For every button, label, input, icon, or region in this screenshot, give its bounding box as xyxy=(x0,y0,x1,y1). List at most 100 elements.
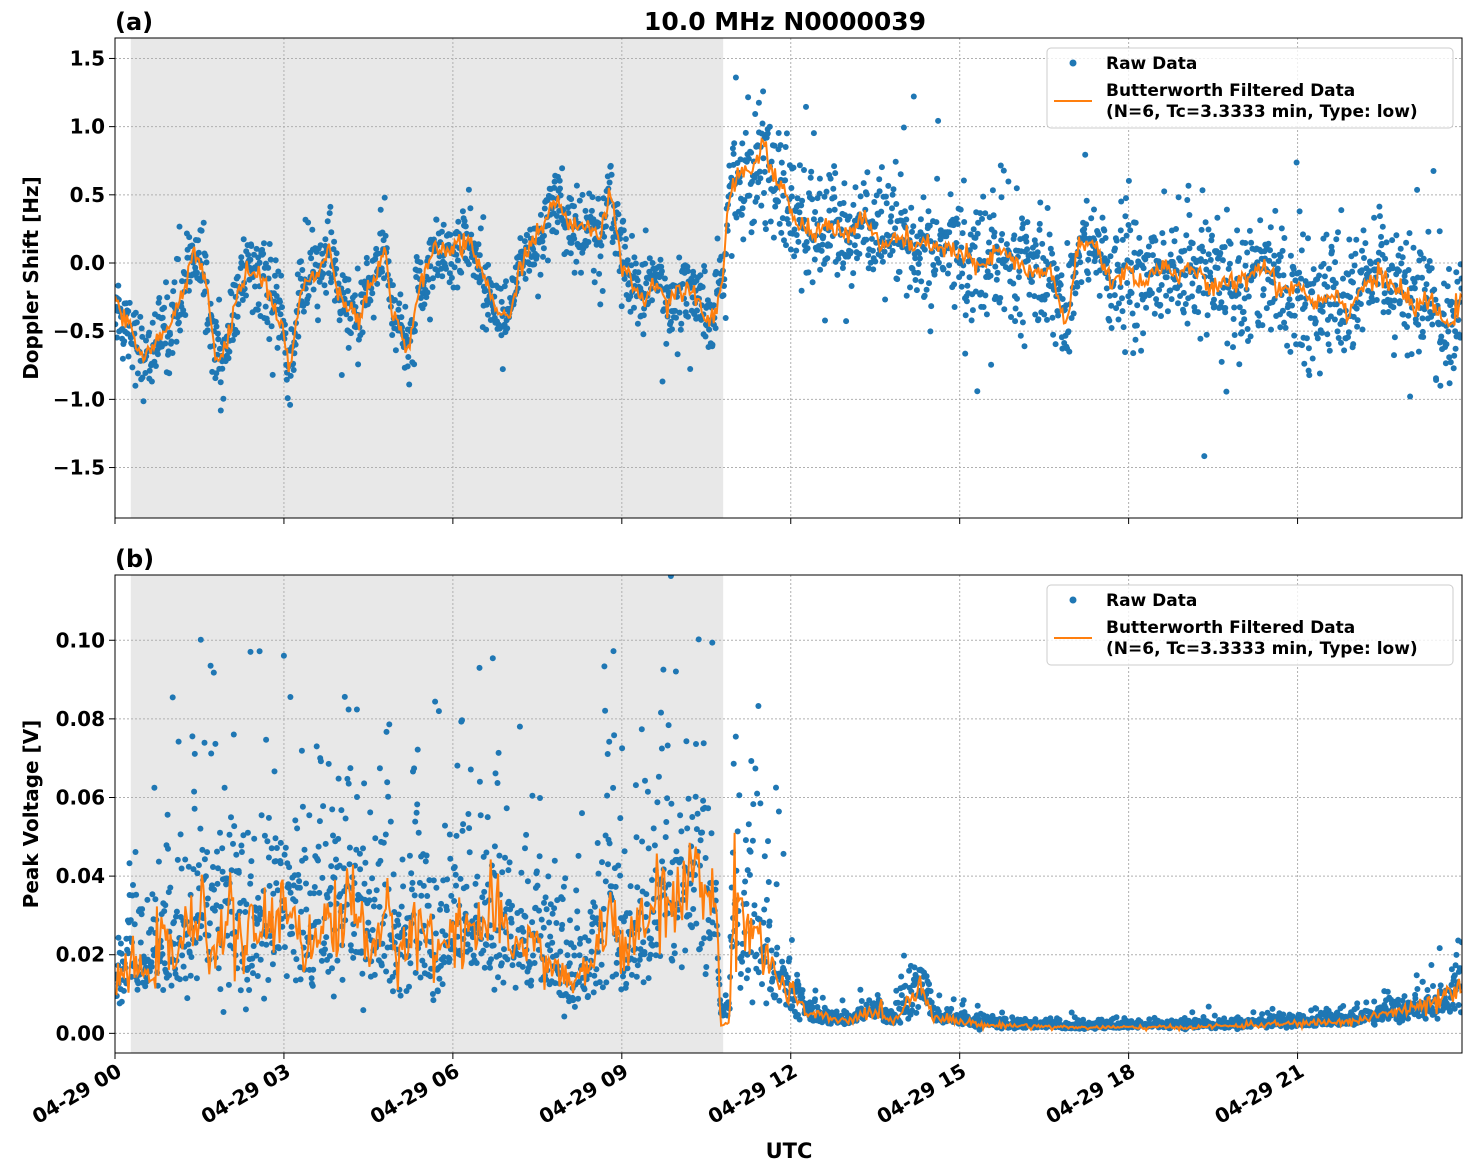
raw-point xyxy=(1104,285,1110,291)
raw-point xyxy=(427,317,433,323)
raw-point xyxy=(147,368,153,374)
raw-point xyxy=(497,952,503,958)
raw-point xyxy=(135,987,141,993)
raw-point xyxy=(1182,272,1188,278)
panel-label: (a) xyxy=(115,8,153,36)
raw-point xyxy=(769,159,775,165)
raw-point xyxy=(812,996,818,1002)
raw-point xyxy=(739,140,745,146)
raw-point xyxy=(346,277,352,283)
raw-point xyxy=(1448,359,1454,365)
raw-point xyxy=(480,948,486,954)
raw-point xyxy=(1271,253,1277,259)
raw-point xyxy=(318,758,324,764)
raw-point xyxy=(182,857,188,863)
raw-point xyxy=(1453,269,1459,275)
raw-point xyxy=(873,221,879,227)
raw-point xyxy=(818,217,824,223)
raw-point xyxy=(1266,241,1272,247)
raw-point xyxy=(133,310,139,316)
raw-point xyxy=(447,856,453,862)
raw-point xyxy=(750,838,756,844)
raw-point xyxy=(1114,1014,1120,1020)
raw-point xyxy=(916,250,922,256)
raw-point xyxy=(174,909,180,915)
raw-point xyxy=(1340,276,1346,282)
raw-point xyxy=(412,892,418,898)
raw-point xyxy=(709,830,715,836)
raw-point xyxy=(400,857,406,863)
raw-point xyxy=(559,922,565,928)
raw-point xyxy=(632,957,638,963)
raw-point xyxy=(495,780,501,786)
raw-point xyxy=(196,250,202,256)
raw-point xyxy=(454,833,460,839)
raw-point xyxy=(1189,1009,1195,1015)
raw-point xyxy=(499,299,505,305)
raw-point xyxy=(1324,232,1330,238)
raw-point xyxy=(315,858,321,864)
raw-point xyxy=(1189,293,1195,299)
raw-point xyxy=(278,840,284,846)
raw-point xyxy=(975,231,981,237)
raw-point xyxy=(786,955,792,961)
raw-point xyxy=(759,981,765,987)
raw-point xyxy=(1355,317,1361,323)
raw-point xyxy=(568,196,574,202)
raw-point xyxy=(799,288,805,294)
raw-point xyxy=(544,906,550,912)
raw-point xyxy=(348,942,354,948)
raw-point xyxy=(649,297,655,303)
raw-point xyxy=(305,220,311,226)
raw-point xyxy=(1234,227,1240,233)
raw-point xyxy=(360,845,366,851)
raw-point xyxy=(710,342,716,348)
raw-point xyxy=(1124,280,1130,286)
legend-raw-label: Raw Data xyxy=(1106,54,1197,74)
raw-point xyxy=(817,267,823,273)
raw-point xyxy=(484,942,490,948)
raw-point xyxy=(441,222,447,228)
raw-point xyxy=(577,952,583,958)
raw-point xyxy=(603,878,609,884)
raw-point xyxy=(617,873,623,879)
raw-point xyxy=(477,252,483,258)
raw-point xyxy=(795,239,801,245)
raw-point xyxy=(879,164,885,170)
raw-point xyxy=(1347,294,1353,300)
raw-point xyxy=(310,983,316,989)
raw-point xyxy=(1066,328,1072,334)
raw-point xyxy=(1159,282,1165,288)
raw-point xyxy=(791,253,797,259)
raw-point xyxy=(535,294,541,300)
raw-point xyxy=(422,962,428,968)
raw-point xyxy=(767,919,773,925)
raw-point xyxy=(1044,317,1050,323)
raw-point xyxy=(1130,311,1136,317)
y-tick-label: −0.5 xyxy=(53,319,105,343)
raw-point xyxy=(214,849,220,855)
raw-point xyxy=(522,845,528,851)
raw-point xyxy=(455,257,461,263)
raw-point xyxy=(334,958,340,964)
raw-point xyxy=(1053,341,1059,347)
raw-point xyxy=(1183,232,1189,238)
raw-point xyxy=(979,216,985,222)
raw-point xyxy=(292,898,298,904)
raw-point xyxy=(172,279,178,285)
y-tick-label: −1.5 xyxy=(53,456,105,480)
raw-point xyxy=(170,350,176,356)
raw-point xyxy=(778,142,784,148)
raw-point xyxy=(734,215,740,221)
raw-point xyxy=(761,920,767,926)
raw-point xyxy=(1203,259,1209,265)
raw-point xyxy=(474,960,480,966)
raw-point xyxy=(243,1006,249,1012)
raw-point xyxy=(951,281,957,287)
raw-point xyxy=(897,269,903,275)
raw-point xyxy=(139,911,145,917)
raw-point xyxy=(1096,232,1102,238)
raw-point xyxy=(678,828,684,834)
raw-point xyxy=(1446,266,1452,272)
raw-point xyxy=(432,699,438,705)
